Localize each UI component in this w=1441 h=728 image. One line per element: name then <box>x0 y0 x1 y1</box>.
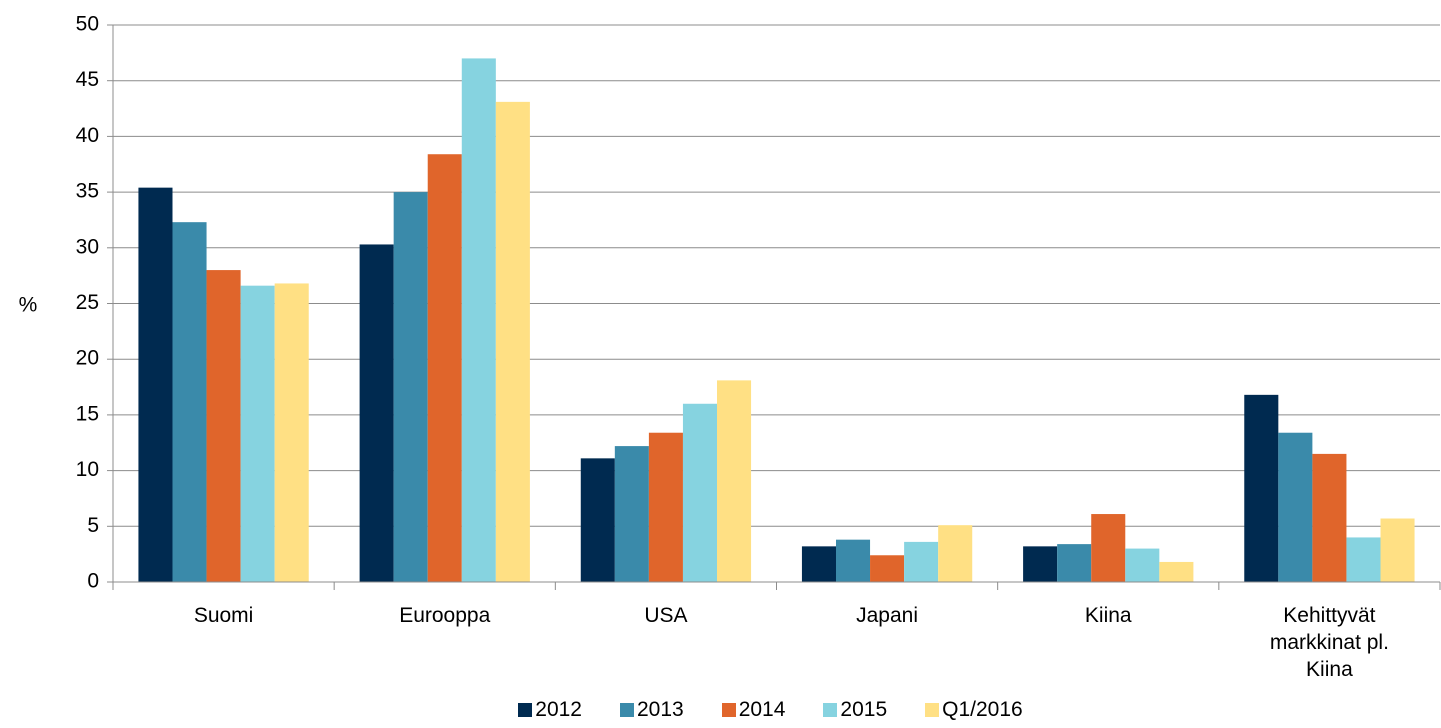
bar <box>717 380 752 582</box>
legend-swatch <box>823 703 838 717</box>
bar <box>1380 518 1415 582</box>
bar <box>172 222 207 583</box>
bar <box>648 432 683 582</box>
bar <box>138 187 173 583</box>
bar <box>274 283 309 582</box>
legend-label: Q1/2016 <box>942 698 1023 721</box>
y-tick-label: 0 <box>87 570 99 593</box>
legend-label: 2013 <box>636 698 684 721</box>
legend-label: 2015 <box>840 698 888 721</box>
y-tick-label: 45 <box>76 68 99 91</box>
bar <box>1244 394 1279 582</box>
bar <box>1023 546 1058 582</box>
x-tick-label: Eurooppa <box>399 604 491 627</box>
x-tick-label: Kiina <box>1084 604 1132 627</box>
bar <box>1278 432 1313 582</box>
y-tick-label: 5 <box>87 514 99 537</box>
bar <box>835 539 871 582</box>
legend-label: 2012 <box>535 698 582 721</box>
bar <box>240 285 275 582</box>
bar <box>1159 561 1194 582</box>
y-axis-label: % <box>19 294 38 317</box>
legend-item: 2012 <box>518 698 582 722</box>
legend-item: 2013 <box>619 698 684 722</box>
x-tick-label: Suomi <box>193 604 254 627</box>
bar <box>1057 544 1092 582</box>
bar <box>938 525 973 582</box>
y-tick-label: 15 <box>76 402 99 425</box>
y-tick-label: 10 <box>76 458 99 481</box>
legend-swatch <box>721 703 736 717</box>
bar <box>1312 453 1347 582</box>
bar <box>461 58 496 583</box>
bar <box>206 270 241 582</box>
bar <box>801 546 836 582</box>
legend-label: 2014 <box>738 698 786 721</box>
x-tick-label: Kehittyvät markkinat pl. Kiina <box>1269 604 1389 681</box>
legend: 2012 2013 2014 2015 Q1/2016 <box>0 698 1441 722</box>
bar <box>614 446 649 582</box>
legend-item: Q1/2016 <box>925 698 1023 722</box>
bar <box>1125 548 1160 582</box>
legend-swatch <box>925 703 940 717</box>
bar <box>393 192 428 582</box>
bar <box>495 101 530 582</box>
y-tick-label: 40 <box>76 124 99 147</box>
y-tick-label: 50 <box>76 13 99 36</box>
y-tick-label: 35 <box>76 180 99 203</box>
bar <box>682 403 718 582</box>
x-tick-label: USA <box>644 604 688 627</box>
bar <box>870 555 905 582</box>
bar <box>904 541 939 582</box>
bar <box>427 154 462 582</box>
legend-item: 2015 <box>823 698 887 722</box>
y-tick-label: 20 <box>76 347 99 370</box>
bar <box>580 458 615 582</box>
legend-swatch <box>518 703 533 717</box>
legend-item: 2014 <box>721 698 786 722</box>
legend-swatch <box>619 703 634 717</box>
bar <box>1091 514 1126 582</box>
bar <box>359 244 394 582</box>
bar <box>1346 537 1381 582</box>
y-tick-label: 25 <box>76 291 99 314</box>
x-tick-label: Japani <box>856 604 919 627</box>
y-tick-label: 30 <box>76 235 99 258</box>
